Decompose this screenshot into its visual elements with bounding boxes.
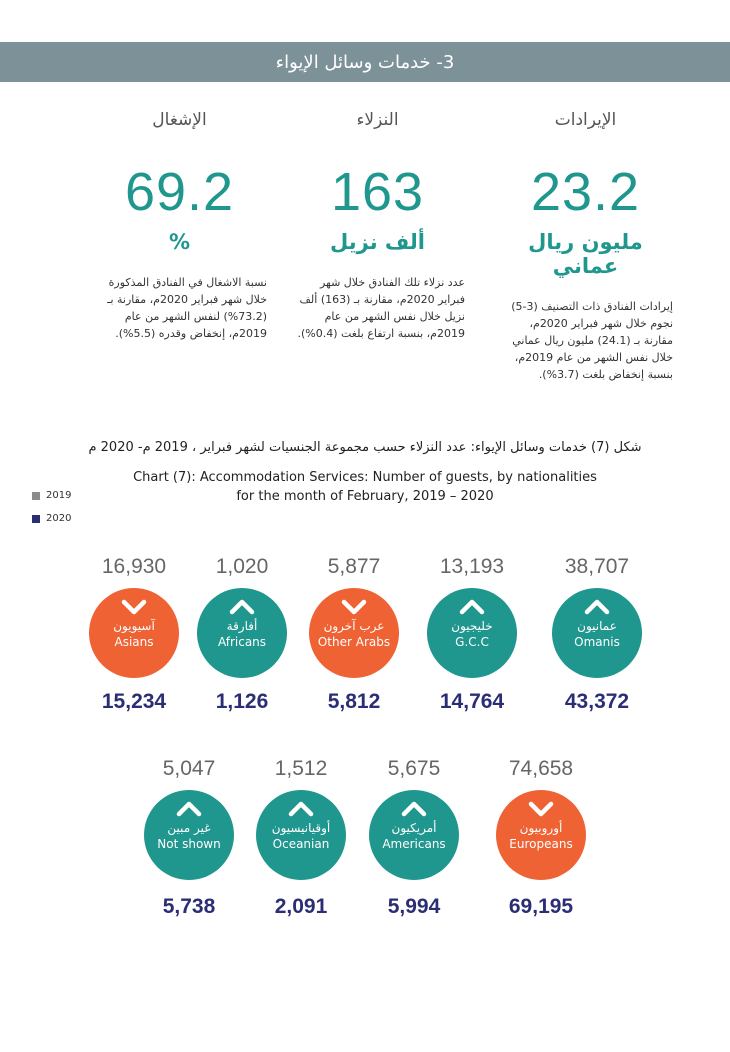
kpi-unit: % xyxy=(168,230,191,254)
value-2019: 16,930 xyxy=(101,555,167,578)
legend-label: 2020 xyxy=(46,513,72,524)
kpi-label: النزلاء xyxy=(356,110,399,130)
nationality-label-en: G.C.C xyxy=(455,635,489,649)
value-2020: 5,812 xyxy=(327,690,381,713)
chart-title-arabic: شكل (7) خدمات وسائل الإيواء: عدد النزلاء… xyxy=(88,440,642,455)
section-title: 3- خدمات وسائل الإيواء xyxy=(275,51,455,73)
nationality-label-ar: آسيويون xyxy=(113,619,155,633)
chevron-up-icon xyxy=(459,599,485,615)
value-2020: 43,372 xyxy=(564,690,630,713)
nationality-circle: آسيويون Asians xyxy=(89,588,179,678)
nationality-label-ar: عرب آخرون xyxy=(323,619,385,633)
chart-title-english-line2: for the month of February, 2019 – 2020 xyxy=(236,489,494,504)
value-2020: 1,126 xyxy=(215,690,269,713)
nationality-label-ar: خليجيون xyxy=(451,619,493,633)
chevron-up-icon xyxy=(288,801,314,817)
chart-title-english: Chart (7): Accommodation Services: Numbe… xyxy=(0,468,730,506)
nationality-label-en: Omanis xyxy=(574,635,620,649)
kpi-unit: مليون ريال عماني xyxy=(528,230,643,278)
value-2019: 38,707 xyxy=(564,555,630,578)
legend-label: 2019 xyxy=(46,490,72,501)
nationality-label-en: Not shown xyxy=(157,837,221,851)
nationality-label-en: Oceanian xyxy=(272,837,330,851)
nationality-label-en: Africans xyxy=(217,635,267,649)
kpi-occupancy: الإشغال 69.2 % نسبة الاشغال في الفنادق ا… xyxy=(92,100,267,342)
value-2020: 5,994 xyxy=(387,895,441,918)
chevron-down-icon xyxy=(341,599,367,615)
value-2019: 5,877 xyxy=(327,555,381,578)
kpi-revenue: الإيرادات 23.2 مليون ريال عماني إيرادات … xyxy=(498,100,673,383)
value-2019: 74,658 xyxy=(508,757,574,780)
nationality-circle: أفارقة Africans xyxy=(197,588,287,678)
legend-item-2019: 2019 xyxy=(32,490,71,501)
nationality-circle: غير مبين Not shown xyxy=(144,790,234,880)
value-2019: 13,193 xyxy=(439,555,505,578)
nationality-circle: عمانيون Omanis xyxy=(552,588,642,678)
chevron-up-icon xyxy=(401,801,427,817)
value-2020: 69,195 xyxy=(508,895,574,918)
chevron-up-icon xyxy=(229,599,255,615)
kpi-value: 23.2 xyxy=(530,162,641,222)
legend-item-2020: 2020 xyxy=(32,513,71,524)
value-2019: 5,675 xyxy=(387,757,441,780)
nationality-circle: خليجيون G.C.C xyxy=(427,588,517,678)
kpi-description: عدد نزلاء تلك الفنادق خلال شهر فبراير 20… xyxy=(297,276,465,340)
kpi-description: نسبة الاشغال في الفنادق المذكورة خلال شه… xyxy=(107,276,267,340)
value-2019: 1,020 xyxy=(215,555,269,578)
chevron-up-icon xyxy=(584,599,610,615)
nationality-label-ar: أفارقة xyxy=(226,619,258,633)
nationality-label-en: Americans xyxy=(382,837,446,851)
chevron-down-icon xyxy=(121,599,147,615)
nationality-label-ar: غير مبين xyxy=(167,821,211,835)
legend-swatch xyxy=(32,514,40,523)
nationality-circle: عرب آخرون Other Arabs xyxy=(309,588,399,678)
value-2020: 15,234 xyxy=(101,690,167,713)
kpi-label: الإيرادات xyxy=(554,110,617,130)
nationality-circle: أوقيانيسيون Oceanian xyxy=(256,790,346,880)
nationality-label-en: Asians xyxy=(114,635,154,649)
chart-title-english-line1: Chart (7): Accommodation Services: Numbe… xyxy=(133,470,597,485)
nationality-label-ar: عمانيون xyxy=(577,619,617,633)
value-2019: 1,512 xyxy=(274,757,328,780)
value-2020: 2,091 xyxy=(274,895,328,918)
value-2019: 5,047 xyxy=(162,757,216,780)
nationality-circle: أوروبيون Europeans xyxy=(496,790,586,880)
kpi-value: 163 xyxy=(330,162,425,222)
kpi-label: الإشغال xyxy=(152,110,207,130)
nationality-label-en: Other Arabs xyxy=(317,635,391,649)
nationality-circle: أمريكيون Americans xyxy=(369,790,459,880)
nationality-label-ar: أمريكيون xyxy=(391,821,437,835)
kpi-guests: النزلاء 163 ألف نزيل عدد نزلاء تلك الفنا… xyxy=(290,100,465,342)
nationality-label-ar: أوقيانيسيون xyxy=(271,821,331,835)
value-2020: 14,764 xyxy=(439,690,505,713)
kpi-description: إيرادات الفنادق ذات التصنيف (3-5) نجوم خ… xyxy=(511,300,673,381)
value-2020: 5,738 xyxy=(162,895,216,918)
legend-swatch xyxy=(32,491,40,500)
nationality-label-ar: أوروبيون xyxy=(519,821,563,835)
chevron-down-icon xyxy=(528,801,554,817)
section-header: 3- خدمات وسائل الإيواء xyxy=(0,42,730,82)
chevron-up-icon xyxy=(176,801,202,817)
kpi-unit: ألف نزيل xyxy=(330,230,425,254)
nationality-label-en: Europeans xyxy=(509,837,573,851)
kpi-value: 69.2 xyxy=(124,162,235,222)
